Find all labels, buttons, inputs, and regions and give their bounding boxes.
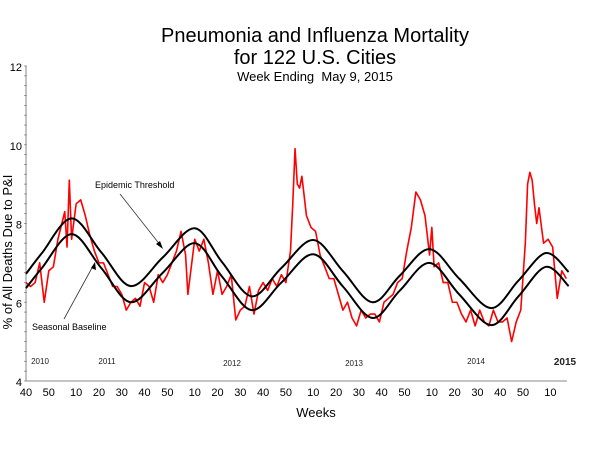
x-tick-label: 50	[43, 387, 55, 399]
y-tick-label: 8	[16, 220, 22, 232]
arrowhead-epidemic-threshold	[156, 241, 163, 249]
x-tick-label: 50	[161, 387, 173, 399]
x-tick-label: 20	[211, 387, 223, 399]
y-axis-label: % of All Deaths Due to P&I	[0, 175, 15, 330]
arrow-seasonal-baseline	[63, 265, 94, 320]
x-tick-label: 50	[280, 387, 292, 399]
y-tick-label: 6	[16, 298, 22, 310]
chart-subtitle: Week Ending May 9, 2015	[237, 69, 393, 84]
x-tick-label: 50	[398, 387, 410, 399]
observed-series-line	[25, 147, 568, 343]
year-label: 2011	[98, 357, 116, 366]
year-label: 2014	[467, 357, 485, 366]
year-label: 2013	[345, 359, 363, 368]
epidemic-threshold-line	[25, 217, 570, 310]
x-tick-label: 30	[116, 387, 128, 399]
chart-title-line-2: for 122 U.S. Cities	[234, 47, 396, 69]
year-label: 2010	[31, 357, 49, 366]
x-tick-label: 20	[93, 387, 105, 399]
x-tick-label: 50	[517, 387, 529, 399]
arrow-epidemic-threshold	[119, 193, 162, 247]
x-tick-label: 10	[426, 387, 438, 399]
year-label: 2012	[223, 359, 241, 368]
x-tick-label: 20	[330, 387, 342, 399]
x-tick-label: 30	[353, 387, 365, 399]
seasonal-baseline-line	[25, 233, 570, 327]
y-tick-label: 4	[16, 377, 22, 389]
x-tick-label: 40	[376, 387, 388, 399]
x-tick-label: 40	[494, 387, 506, 399]
x-tick-label: 10	[307, 387, 319, 399]
arrowhead-seasonal-baseline	[91, 262, 96, 270]
x-tick-label: 20	[449, 387, 461, 399]
y-tick-label: 12	[10, 62, 22, 74]
annotation-seasonal-baseline: Seasonal Baseline	[32, 322, 107, 332]
x-tick-label: 40	[257, 387, 269, 399]
y-tick-label: 10	[10, 141, 22, 153]
x-tick-label: 40	[138, 387, 150, 399]
x-tick-label: 10	[70, 387, 82, 399]
x-tick-label: 30	[471, 387, 483, 399]
x-tick-label: 30	[234, 387, 246, 399]
chart-title-line-1: Pneumonia and Influenza Mortality	[161, 25, 469, 47]
x-tick-label: 10	[544, 387, 556, 399]
annotation-epidemic-threshold: Epidemic Threshold	[95, 180, 174, 190]
x-tick-label: 10	[189, 387, 201, 399]
x-tick-label: 40	[20, 387, 32, 399]
year-label: 2015	[554, 357, 577, 368]
x-axis-label: Weeks	[296, 405, 336, 420]
